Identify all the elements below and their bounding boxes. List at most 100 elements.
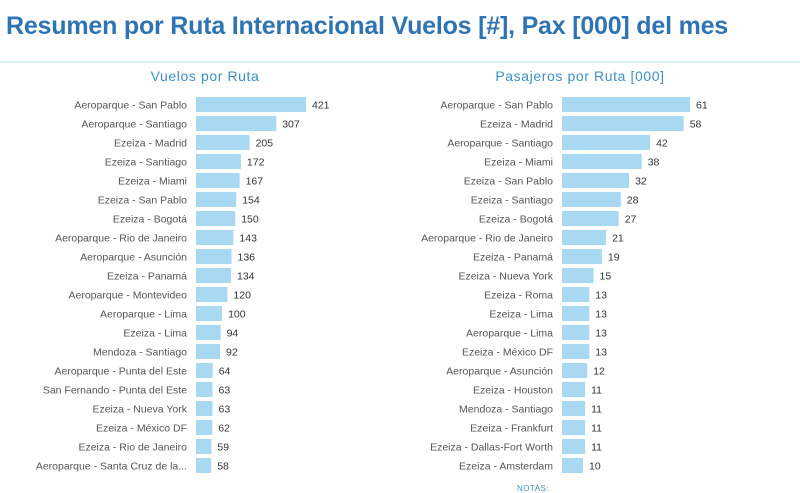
data-label: 42 <box>656 138 668 150</box>
bar <box>196 401 213 416</box>
bar <box>196 116 277 131</box>
bar <box>562 192 621 207</box>
category-label: Aeroparque - Santiago <box>81 119 187 131</box>
category-label: Aeroparque - Santa Cruz de la... <box>36 461 187 473</box>
category-label: Aeroparque - San Pablo <box>74 100 187 112</box>
data-label: 63 <box>219 385 231 397</box>
category-label: Ezeiza - Miami <box>484 157 553 169</box>
bar <box>196 154 241 169</box>
bar <box>196 97 306 112</box>
category-label: Mendoza - Santiago <box>93 347 187 359</box>
category-label: Ezeiza - Santiago <box>471 195 553 207</box>
category-label: Aeroparque - Punta del Este <box>54 366 187 378</box>
category-label: Ezeiza - México DF <box>96 423 187 435</box>
category-label: Aeroparque - Asunción <box>80 252 187 264</box>
bar <box>562 420 586 435</box>
category-label: Ezeiza - Bogotá <box>113 214 187 226</box>
bar <box>196 420 213 435</box>
bar <box>196 458 212 473</box>
category-label: Ezeiza - México DF <box>462 347 553 359</box>
category-label: Ezeiza - Bogotá <box>479 214 553 226</box>
category-label: Ezeiza - Houston <box>473 385 553 397</box>
data-label: 58 <box>690 119 702 131</box>
bar <box>562 401 586 416</box>
data-label: 92 <box>226 347 238 359</box>
bar <box>196 268 231 283</box>
bar <box>196 287 228 302</box>
data-label: 13 <box>595 328 607 340</box>
data-label: 205 <box>256 138 274 150</box>
data-label: 120 <box>233 290 251 302</box>
category-label: Ezeiza - Panamá <box>107 271 187 283</box>
data-label: 13 <box>595 309 607 321</box>
category-label: Ezeiza - Madrid <box>480 119 553 131</box>
data-label: 10 <box>589 461 601 473</box>
bar <box>196 230 234 245</box>
category-label: Ezeiza - Roma <box>484 290 553 302</box>
bar <box>562 116 684 131</box>
category-label: Ezeiza - San Pablo <box>464 176 553 188</box>
data-label: 13 <box>595 347 607 359</box>
category-label: Aeroparque - Lima <box>100 309 187 321</box>
bar <box>562 458 583 473</box>
bar <box>562 382 586 397</box>
data-label: 11 <box>591 442 602 454</box>
category-label: Ezeiza - Nueva York <box>92 404 187 416</box>
category-label: Ezeiza - Dallas-Fort Worth <box>430 442 553 454</box>
bar <box>196 363 213 378</box>
category-label: Aeroparque - Rio de Janeiro <box>421 233 553 245</box>
bar <box>196 439 212 454</box>
data-label: 421 <box>312 100 330 112</box>
data-label: 154 <box>242 195 260 207</box>
category-label: Aeroparque - Lima <box>466 328 553 340</box>
category-label: San Fernando - Punta del Este <box>43 385 187 397</box>
bar <box>562 230 607 245</box>
category-label: Aeroparque - Rio de Janeiro <box>55 233 187 245</box>
title-divider <box>0 61 800 63</box>
data-label: 38 <box>648 157 660 169</box>
category-label: Aeroparque - Montevideo <box>69 290 188 302</box>
category-label: Ezeiza - Santiago <box>105 157 187 169</box>
category-label: Aeroparque - Asunción <box>446 366 553 378</box>
data-label: 94 <box>227 328 239 340</box>
data-label: 13 <box>595 290 607 302</box>
data-label: 19 <box>608 252 620 264</box>
category-label: Ezeiza - Madrid <box>114 138 187 150</box>
notes-label: NOTAS: <box>517 484 550 493</box>
chart-title-pasajeros: Pasajeros por Ruta [000] <box>495 68 665 84</box>
category-label: Aeroparque - Santiago <box>447 138 553 150</box>
data-label: 27 <box>625 214 637 226</box>
bar <box>196 382 213 397</box>
data-label: 150 <box>241 214 259 226</box>
bar <box>562 363 588 378</box>
bar <box>196 306 223 321</box>
bar <box>196 192 237 207</box>
bar <box>562 211 619 226</box>
chart-title-vuelos: Vuelos por Ruta <box>150 68 260 84</box>
bar <box>562 154 642 169</box>
data-label: 100 <box>228 309 246 321</box>
category-label: Aeroparque - San Pablo <box>440 100 553 112</box>
data-label: 64 <box>219 366 231 378</box>
category-label: Ezeiza - Miami <box>118 176 187 188</box>
page-title: Resumen por Ruta Internacional Vuelos [#… <box>6 12 729 40</box>
category-label: Ezeiza - Nueva York <box>458 271 553 283</box>
data-label: 15 <box>600 271 612 283</box>
bar <box>562 249 602 264</box>
bar <box>196 249 232 264</box>
bar <box>562 439 586 454</box>
category-label: Ezeiza - San Pablo <box>98 195 187 207</box>
data-label: 143 <box>239 233 257 245</box>
data-label: 61 <box>696 100 708 112</box>
data-label: 58 <box>217 461 229 473</box>
bar <box>562 344 590 359</box>
bar <box>562 268 594 283</box>
data-label: 134 <box>237 271 255 283</box>
data-label: 307 <box>282 119 300 131</box>
category-label: Ezeiza - Panamá <box>473 252 553 264</box>
data-label: 11 <box>591 385 602 397</box>
data-label: 62 <box>218 423 230 435</box>
bar <box>196 211 236 226</box>
vuelos-bar-chart: Aeroparque - San Pablo 421 Aeroparque - Sa… <box>36 97 330 473</box>
